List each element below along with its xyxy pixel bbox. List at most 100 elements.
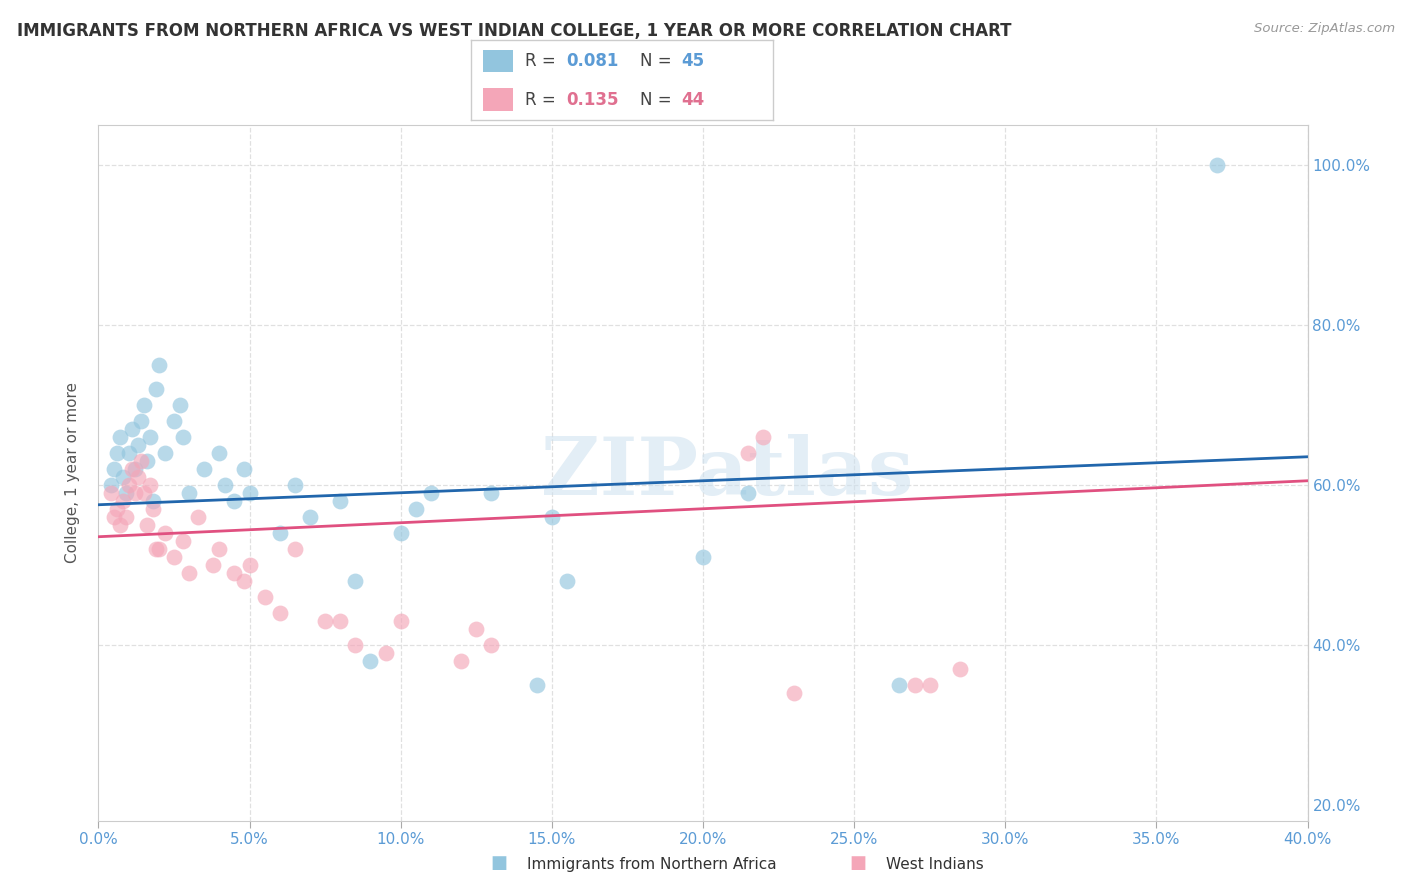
Point xyxy=(389,525,412,540)
Point xyxy=(284,541,307,556)
Y-axis label: College, 1 year or more: College, 1 year or more xyxy=(65,383,80,563)
Text: N =: N = xyxy=(640,91,678,109)
Point xyxy=(139,477,162,491)
Point xyxy=(163,549,186,564)
Point xyxy=(169,398,191,412)
Point xyxy=(148,541,170,556)
Point xyxy=(465,622,488,636)
Point xyxy=(103,509,125,524)
Point xyxy=(153,446,176,460)
Point xyxy=(692,549,714,564)
Point xyxy=(481,638,503,652)
Bar xyxy=(484,50,513,72)
Point xyxy=(526,678,548,692)
Point xyxy=(127,469,149,483)
Point xyxy=(103,462,125,476)
Point xyxy=(889,678,911,692)
Point xyxy=(202,558,225,572)
Point xyxy=(269,606,291,620)
Point xyxy=(142,493,165,508)
Point xyxy=(121,462,143,476)
Point xyxy=(360,654,382,668)
Point xyxy=(111,469,134,483)
Point xyxy=(179,566,201,580)
Point xyxy=(163,414,186,428)
Text: 0.081: 0.081 xyxy=(567,52,619,70)
Point xyxy=(737,485,759,500)
Point xyxy=(420,485,443,500)
Point xyxy=(135,517,157,532)
Point xyxy=(314,614,336,628)
Point xyxy=(555,574,578,588)
Point xyxy=(329,614,352,628)
Text: ZIPatlas: ZIPatlas xyxy=(541,434,914,512)
Point xyxy=(127,438,149,452)
Point xyxy=(148,358,170,372)
Point xyxy=(481,485,503,500)
Point xyxy=(172,533,194,548)
Point xyxy=(269,525,291,540)
Point xyxy=(918,678,941,692)
Point xyxy=(105,446,128,460)
Point xyxy=(129,454,152,468)
Point xyxy=(949,662,972,676)
Point xyxy=(111,493,134,508)
Point xyxy=(124,485,146,500)
Point xyxy=(145,382,167,396)
Point xyxy=(208,446,231,460)
Point xyxy=(121,422,143,436)
Point xyxy=(132,485,155,500)
Point xyxy=(100,477,122,491)
Point xyxy=(208,541,231,556)
Point xyxy=(389,614,412,628)
Point xyxy=(129,414,152,428)
Point xyxy=(145,541,167,556)
Point xyxy=(232,462,254,476)
Text: 45: 45 xyxy=(681,52,704,70)
Point xyxy=(193,462,215,476)
Point xyxy=(253,590,276,604)
Text: 44: 44 xyxy=(681,91,704,109)
Point xyxy=(405,501,427,516)
Text: IMMIGRANTS FROM NORTHERN AFRICA VS WEST INDIAN COLLEGE, 1 YEAR OR MORE CORRELATI: IMMIGRANTS FROM NORTHERN AFRICA VS WEST … xyxy=(17,22,1011,40)
Point xyxy=(540,509,562,524)
Point xyxy=(450,654,472,668)
Point xyxy=(299,509,322,524)
Text: West Indians: West Indians xyxy=(886,857,984,872)
Text: ■: ■ xyxy=(491,855,508,872)
Text: ■: ■ xyxy=(849,855,866,872)
Point xyxy=(783,686,806,700)
Text: R =: R = xyxy=(526,52,561,70)
Point xyxy=(114,485,136,500)
Point xyxy=(172,430,194,444)
Point xyxy=(904,678,927,692)
Point xyxy=(752,430,775,444)
Point xyxy=(139,430,162,444)
Point xyxy=(224,493,246,508)
Point xyxy=(737,446,759,460)
Text: 0.135: 0.135 xyxy=(567,91,619,109)
Point xyxy=(153,525,176,540)
Point xyxy=(214,477,236,491)
Point xyxy=(344,638,367,652)
Point xyxy=(232,574,254,588)
Point xyxy=(224,566,246,580)
Point xyxy=(114,509,136,524)
Point xyxy=(105,501,128,516)
Point xyxy=(284,477,307,491)
Point xyxy=(329,493,352,508)
Point xyxy=(108,517,131,532)
Point xyxy=(135,454,157,468)
Point xyxy=(132,398,155,412)
Point xyxy=(100,485,122,500)
Point xyxy=(108,430,131,444)
Point xyxy=(187,509,209,524)
Point xyxy=(239,558,262,572)
Text: Immigrants from Northern Africa: Immigrants from Northern Africa xyxy=(527,857,778,872)
Text: N =: N = xyxy=(640,52,678,70)
Point xyxy=(344,574,367,588)
Text: R =: R = xyxy=(526,91,561,109)
Bar xyxy=(484,88,513,111)
Point xyxy=(239,485,262,500)
Point xyxy=(179,485,201,500)
